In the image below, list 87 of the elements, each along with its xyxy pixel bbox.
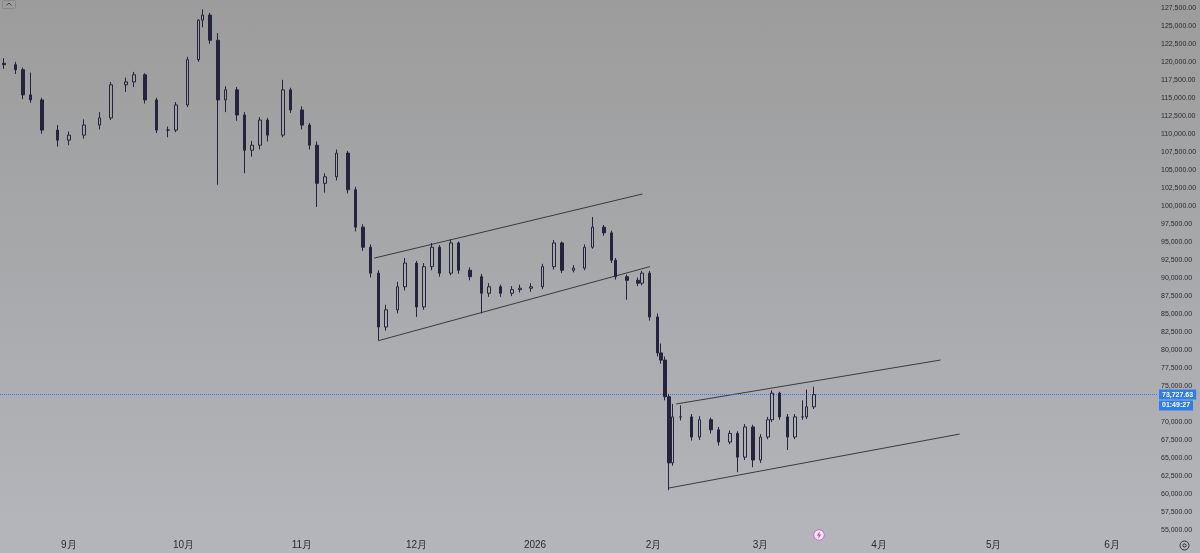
candlestick [308,122,311,150]
candlestick [422,262,426,311]
candlestick [369,243,372,278]
candlestick [679,404,682,421]
candlestick [266,117,269,143]
candlestick [124,77,128,93]
candlestick [648,270,651,322]
candlestick [224,85,227,113]
candlestick [14,61,17,75]
x-tick-label: 9月 [61,538,77,550]
candlestick [235,86,239,122]
candlestick [396,281,399,314]
candlestick [438,244,441,278]
candlestick [529,282,533,293]
candlestick [377,269,380,341]
x-tick-label: 2月 [645,538,662,550]
candlestick [281,79,285,138]
candlestick [403,257,407,291]
candlestick [541,263,544,290]
candlestick [759,433,762,464]
x-tick-label: 5月 [985,538,1002,550]
candlestick [625,274,629,301]
candlestick [602,224,606,237]
candlestick [2,57,6,70]
x-tick-label: 12月 [406,538,428,550]
candlestick [468,266,472,281]
candlestick [56,124,59,148]
candlestick [29,72,32,104]
candlestick [743,423,747,461]
candlestick [510,285,514,297]
candlestick [346,150,350,194]
candlestick [583,243,586,271]
candlestick [736,430,739,473]
candlestick [243,111,246,174]
candlestick [216,32,220,186]
candlestick [315,141,319,208]
candlestick [430,242,434,271]
x-tick-label: 11月 [291,538,313,550]
candlestick [751,424,755,468]
candlestick [250,140,254,158]
candlestick [640,270,644,286]
candlestick [552,239,556,271]
candlestick [132,71,136,88]
candlestick [40,97,44,135]
candlestick [109,81,113,121]
candlestick [518,284,522,294]
candlestick [690,413,693,442]
candlestick [361,223,365,252]
candlestick [258,116,262,150]
candlestick [812,386,816,410]
candlestick [289,87,292,114]
candlestick [21,67,25,100]
candlestick [384,304,388,332]
x-tick-label: 3月 [752,538,769,550]
candlestick [67,131,71,146]
candlestick [208,12,212,45]
candlestick [560,241,564,274]
candlestick [717,426,720,447]
candlestick [457,241,460,275]
candlestick [572,264,575,273]
candlestick [174,101,178,133]
candlestick [793,413,797,440]
candlestick [698,415,701,441]
x-tick-label: 6月 [1104,538,1120,550]
candlestick [300,105,304,130]
candlestick [415,260,418,318]
candlestick [323,172,327,194]
candlestick [805,389,808,420]
candlestick [449,238,453,276]
candlestick [778,391,781,421]
candlestick [155,97,158,134]
candlestick [354,186,357,232]
x-tick-label: 10月 [172,538,195,550]
candlestick [82,118,86,140]
candlestick [98,111,101,130]
candlestick [143,72,147,104]
candlestick [786,413,789,451]
x-tick-label: 2026 [523,538,547,550]
candlestick [499,284,502,298]
candlestick [186,56,189,108]
candlestick [728,430,732,445]
x-tick-label: 4月 [871,538,887,550]
candlestick [487,282,491,298]
candlestick [709,417,713,434]
candlestick [335,149,338,181]
candlestick [591,216,594,250]
candlestick [480,273,483,314]
